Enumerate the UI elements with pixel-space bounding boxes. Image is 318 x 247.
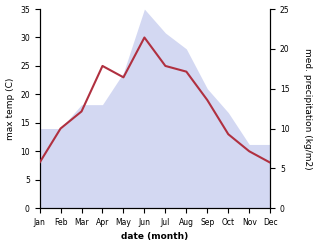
Y-axis label: med. precipitation (kg/m2): med. precipitation (kg/m2) (303, 48, 313, 169)
Y-axis label: max temp (C): max temp (C) (5, 77, 15, 140)
X-axis label: date (month): date (month) (121, 232, 189, 242)
